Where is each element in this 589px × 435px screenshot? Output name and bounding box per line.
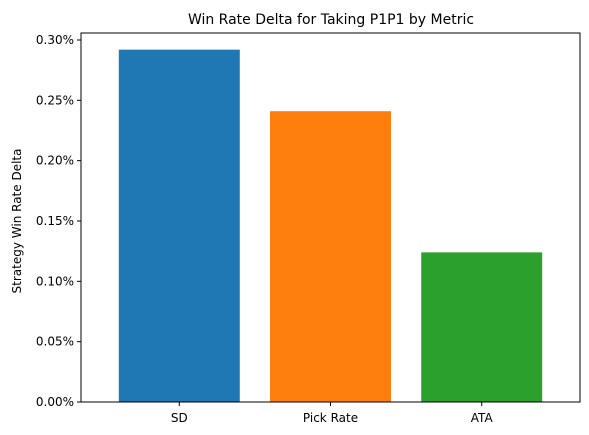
x-tick-label: SD	[171, 411, 188, 425]
y-ticks-group: 0.00% 0.05% 0.10% 0.15% 0.20% 0.25% 0.30%	[36, 33, 81, 409]
chart-title: Win Rate Delta for Taking P1P1 by Metric	[188, 12, 474, 28]
y-tick-label: 0.25%	[36, 93, 74, 107]
bars-group	[118, 49, 543, 403]
y-tick-label: 0.05%	[36, 335, 74, 349]
bar-sd	[118, 49, 240, 403]
x-tick-label: Pick Rate	[303, 411, 358, 425]
y-axis-label: Strategy Win Rate Delta	[10, 149, 24, 294]
y-tick-label: 0.00%	[36, 395, 74, 409]
x-tick-label: ATA	[471, 411, 494, 425]
bar-pick-rate	[270, 111, 391, 403]
plot-frame	[80, 32, 581, 403]
x-ticks-group: SD Pick Rate ATA	[171, 402, 494, 425]
y-tick-label: 0.20%	[36, 154, 74, 168]
y-tick-label: 0.30%	[36, 33, 74, 47]
y-tick-label: 0.10%	[36, 274, 74, 288]
bar-ata	[421, 252, 543, 402]
y-tick-label: 0.15%	[36, 214, 74, 228]
